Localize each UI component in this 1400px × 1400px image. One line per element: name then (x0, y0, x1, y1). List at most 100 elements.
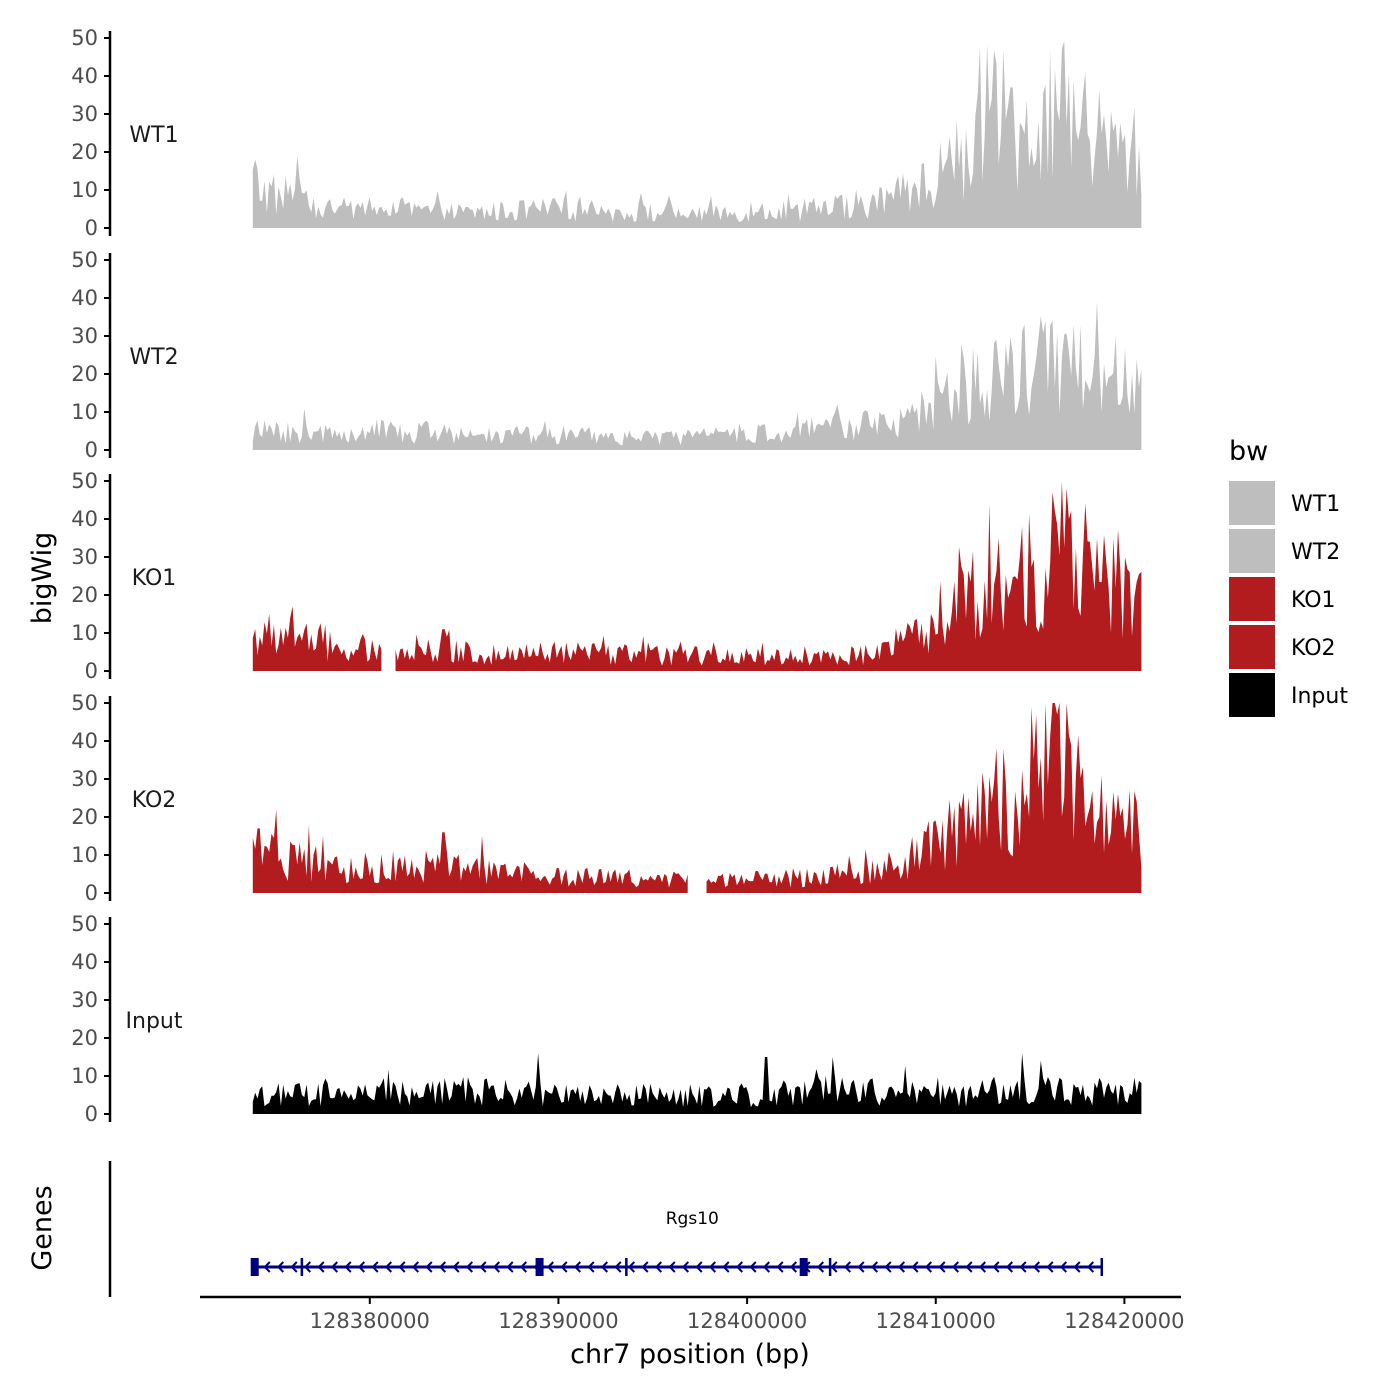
signal-area-ko1 (395, 481, 1142, 671)
strand-arrow (965, 1261, 973, 1273)
strand-arrow (1032, 1261, 1041, 1273)
y-tick-label: 10 (71, 400, 98, 424)
y-axis-ko1: 0 10 20 30 40 50 (71, 469, 112, 683)
legend-label-ko2: KO2 (1291, 636, 1336, 661)
strand-arrow (438, 1261, 447, 1273)
strand-arrow (776, 1261, 784, 1273)
x-tick-label: 128400000 (687, 1309, 807, 1333)
strand-arrow (573, 1261, 582, 1273)
strand-arrow (600, 1261, 609, 1273)
facet-label-wt2: WT2 (129, 345, 178, 370)
facet-label-ko2: KO2 (132, 788, 177, 813)
x-tick-label: 128380000 (310, 1309, 430, 1333)
legend-swatch-ko1 (1229, 577, 1275, 621)
strand-arrow (546, 1261, 555, 1273)
legend-label-input: Input (1291, 684, 1348, 709)
legend-swatch-ko2 (1229, 625, 1275, 669)
strand-arrow (1019, 1261, 1027, 1273)
bigwig-tracks: WT1 0 10 20 30 40 50 WT2 0 10 20 30 40 50 KO1 0 10 20 30 40… (71, 26, 1142, 1126)
signal-area-input (252, 1053, 1142, 1114)
strand-arrow (1046, 1261, 1054, 1273)
x-axis: 128380000 128390000 128400000 128410000 1284… (200, 1295, 1185, 1333)
strand-arrow (654, 1261, 663, 1273)
strand-arrow (519, 1261, 528, 1273)
strand-arrow (614, 1261, 622, 1273)
track-wt1: WT1 0 10 20 30 40 50 (71, 26, 1142, 240)
strand-arrow (506, 1261, 514, 1273)
y-axis-title-genes: Genes (27, 1185, 58, 1270)
strand-arrow (789, 1261, 798, 1273)
strand-arrow (344, 1261, 352, 1273)
strand-arrow (695, 1261, 703, 1273)
exon (535, 1258, 544, 1276)
strand-arrow (1059, 1261, 1068, 1273)
strand-arrow (425, 1261, 433, 1273)
track-ko1: KO1 0 10 20 30 40 50 (71, 469, 1142, 683)
y-tick-label: 40 (71, 950, 98, 974)
y-tick-label: 50 (71, 26, 98, 50)
gene-label: Rgs10 (666, 1209, 719, 1229)
strand-arrow (951, 1261, 960, 1273)
y-tick-label: 0 (85, 216, 98, 240)
strand-arrow (681, 1261, 690, 1273)
legend-swatch-wt1 (1229, 481, 1275, 525)
y-tick-label: 30 (71, 102, 98, 126)
y-tick-label: 40 (71, 729, 98, 753)
x-tick-label: 128420000 (1064, 1309, 1184, 1333)
facet-label-input: Input (126, 1009, 183, 1034)
signal-area-wt2 (252, 301, 1142, 450)
y-tick-label: 20 (71, 140, 98, 164)
y-tick-label: 0 (85, 1102, 98, 1126)
strand-arrow (924, 1261, 933, 1273)
legend-label-ko1: KO1 (1291, 588, 1336, 613)
y-tick-label: 30 (71, 767, 98, 791)
y-tick-label: 20 (71, 362, 98, 386)
y-tick-label: 10 (71, 621, 98, 645)
legend-swatch-wt2 (1229, 529, 1275, 573)
strand-arrow (452, 1261, 460, 1273)
track-input: Input 0 10 20 30 40 50 (71, 912, 1142, 1126)
y-tick-label: 0 (85, 438, 98, 462)
strand-arrow (749, 1261, 757, 1273)
y-axis-wt2: 0 10 20 30 40 50 (71, 248, 112, 462)
strand-arrow (911, 1261, 919, 1273)
y-tick-label: 20 (71, 1026, 98, 1050)
strand-arrow (722, 1261, 730, 1273)
y-tick-label: 10 (71, 843, 98, 867)
strand-arrow (398, 1261, 406, 1273)
y-axis-ko2: 0 10 20 30 40 50 (71, 691, 112, 905)
strand-arrow (263, 1261, 271, 1273)
facet-label-wt1: WT1 (129, 123, 178, 148)
strand-arrow (735, 1261, 744, 1273)
strand-arrow (587, 1261, 595, 1273)
legend: bw WT1 WT2 KO1 KO2 Input (1229, 436, 1348, 717)
y-tick-label: 40 (71, 64, 98, 88)
x-tick-label: 128410000 (876, 1309, 996, 1333)
exon (799, 1258, 808, 1276)
y-tick-label: 40 (71, 286, 98, 310)
strand-arrow (857, 1261, 865, 1273)
strand-arrow (1073, 1261, 1081, 1273)
y-axis-title-bigwig: bigWig (27, 532, 58, 625)
strand-arrow (371, 1261, 379, 1273)
strand-arrow (1086, 1261, 1095, 1273)
strand-arrow (870, 1261, 879, 1273)
strand-arrow (627, 1261, 636, 1273)
strand-arrow (830, 1261, 838, 1273)
y-tick-label: 40 (71, 507, 98, 531)
strand-arrow (938, 1261, 946, 1273)
strand-arrow (330, 1261, 339, 1273)
y-tick-label: 20 (71, 583, 98, 607)
track-wt2: WT2 0 10 20 30 40 50 (71, 248, 1142, 462)
y-tick-label: 30 (71, 988, 98, 1012)
strand-arrow (641, 1261, 649, 1273)
strand-arrow (560, 1261, 568, 1273)
y-tick-label: 0 (85, 659, 98, 683)
strand-arrow (708, 1261, 717, 1273)
y-tick-label: 30 (71, 324, 98, 348)
y-axis-wt1: 0 10 20 30 40 50 (71, 26, 112, 240)
y-tick-label: 50 (71, 469, 98, 493)
y-tick-label: 50 (71, 912, 98, 936)
y-tick-label: 50 (71, 248, 98, 272)
strand-arrow (978, 1261, 987, 1273)
